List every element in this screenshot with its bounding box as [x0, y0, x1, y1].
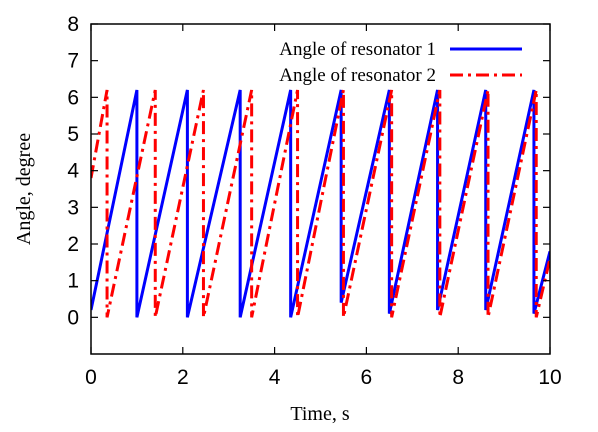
plot-area-frame — [90, 23, 551, 355]
y-tick-label: 5 — [67, 123, 79, 146]
legend-label-1: Angle of resonator 1 — [279, 39, 436, 60]
legend: Angle of resonator 1 Angle of resonator 2 — [279, 39, 522, 86]
x-tick-label: 8 — [452, 366, 464, 389]
x-tick-label: 0 — [85, 366, 97, 389]
x-axis-title: Time, s — [290, 403, 350, 425]
series-line-1 — [91, 89, 550, 318]
x-tick-label: 10 — [538, 366, 561, 389]
x-tick-label: 2 — [177, 366, 189, 389]
y-tick-label: 3 — [67, 196, 79, 219]
series-line-2 — [91, 89, 550, 318]
y-tick-label: 7 — [67, 50, 79, 73]
y-tick-label: 8 — [67, 13, 79, 36]
ticks-layer: 0 2 4 6 8 10 0 1 2 3 4 5 6 7 8 — [67, 13, 561, 389]
y-tick-label: 6 — [67, 86, 79, 109]
legend-label-2: Angle of resonator 2 — [279, 65, 436, 86]
y-axis-title: Angle, degree — [13, 133, 35, 245]
y-tick-label: 0 — [67, 306, 79, 329]
y-tick-label: 4 — [67, 160, 79, 183]
x-tick-label: 6 — [361, 366, 373, 389]
y-tick-label: 1 — [67, 270, 79, 293]
x-tick-label: 4 — [269, 366, 281, 389]
y-tick-label: 2 — [67, 233, 79, 256]
series-layer — [91, 89, 550, 318]
